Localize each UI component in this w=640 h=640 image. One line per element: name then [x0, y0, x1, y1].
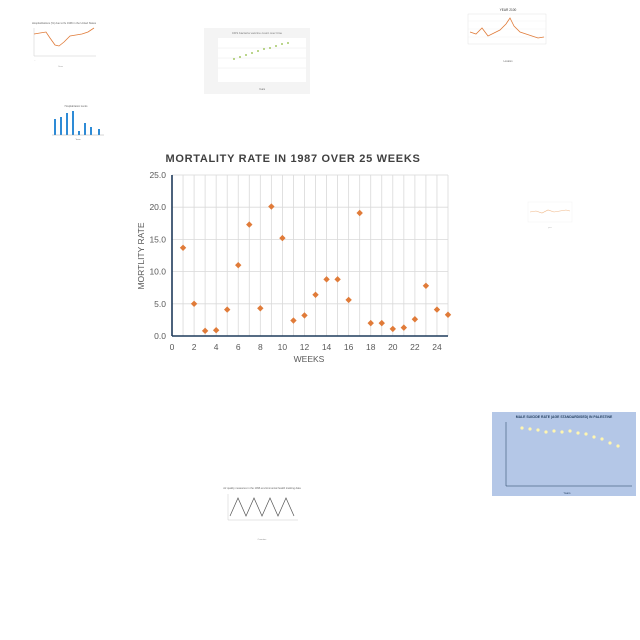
- data-point-week-11: [290, 317, 297, 324]
- y-tick-label: 5.0: [154, 299, 166, 309]
- svg-text:Years: Years: [58, 66, 63, 68]
- y-tick-label: 10.0: [149, 267, 166, 277]
- grid-lines: [172, 174, 449, 336]
- data-point-week-21: [400, 324, 408, 331]
- thumbnail-title: Air quality measures in the 1996 environ…: [223, 486, 301, 490]
- x-axis-label: WEEKS: [294, 354, 325, 364]
- svg-text:Years: Years: [563, 491, 571, 495]
- thumbnail-title: MALE SUICIDE RATE (AGE STANDARDISED) IN …: [516, 415, 613, 419]
- chart-title: MORTALITY RATE IN 1987 OVER 25 WEEKS: [165, 153, 420, 165]
- thumbnail-top-middle-scatter: CDS bacteria vaccine count over time Yea…: [204, 28, 310, 94]
- svg-text:Location: Location: [503, 60, 513, 63]
- data-point-week-18: [367, 319, 374, 327]
- thumbnail-bottom-right-scatter: MALE SUICIDE RATE (AGE STANDARDISED) IN …: [492, 412, 636, 496]
- x-tick-label: 16: [344, 342, 354, 352]
- thumbnail-right-faint-chart: year: [520, 198, 576, 232]
- mortality-scatter-chart: MORTALITY RATE IN 1987 OVER 25 WEEKS 0.0…: [130, 145, 455, 370]
- thumbnail-title: CDS bacteria vaccine count over time: [232, 31, 283, 35]
- thumbnail-top-right-line-chart: YEAR 2100 Location: [458, 6, 550, 64]
- data-point-week-14: [323, 276, 330, 283]
- data-point-week-15: [334, 276, 341, 283]
- data-point-week-23: [422, 282, 430, 289]
- data-point-week-8: [257, 305, 264, 312]
- data-point-week-3: [201, 327, 209, 335]
- thumbnail-bottom-middle-line-chart: Air quality measures in the 1996 environ…: [218, 484, 302, 544]
- x-tick-label: 18: [366, 342, 376, 352]
- data-point-week-25: [444, 311, 452, 318]
- data-point-week-10: [279, 234, 286, 242]
- x-tick-label: 14: [322, 342, 332, 352]
- axes: [171, 175, 448, 337]
- x-tick-label: 12: [300, 342, 310, 352]
- x-tick-label: 4: [214, 342, 219, 352]
- data-points: [179, 203, 452, 335]
- data-point-week-4: [212, 327, 220, 334]
- y-axis-label: MORTLITY RATE: [136, 222, 146, 289]
- y-tick-label: 0.0: [154, 331, 166, 341]
- data-point-week-5: [224, 306, 231, 313]
- data-point-week-22: [411, 316, 419, 323]
- x-tick-label: 6: [236, 342, 241, 352]
- svg-text:Years: Years: [75, 139, 80, 141]
- thumbnail-title: Hospitalizations (%) due to flu 1996 in …: [32, 21, 97, 25]
- data-point-week-17: [356, 209, 363, 217]
- data-point-week-16: [345, 296, 352, 304]
- svg-text:...: ...: [34, 60, 36, 62]
- tick-labels: 0.05.010.015.020.025.00 2 4 6 8 10 12 14 16 18 20 2…: [149, 170, 441, 352]
- data-point-week-24: [433, 306, 441, 313]
- data-point-week-13: [312, 291, 319, 298]
- x-tick-label: 0: [170, 342, 175, 352]
- x-tick-label: 8: [258, 342, 263, 352]
- y-tick-label: 25.0: [149, 170, 166, 180]
- data-point-week-19: [378, 319, 385, 327]
- y-tick-label: 15.0: [149, 234, 166, 244]
- data-point-week-1: [179, 244, 187, 251]
- data-point-week-7: [246, 221, 253, 228]
- x-tick-label: 2: [192, 342, 197, 352]
- thumbnail-left-bar-chart: Hospitalization trends Years: [42, 103, 106, 143]
- data-point-week-9: [268, 203, 275, 210]
- svg-text:Counties: Counties: [258, 538, 268, 541]
- x-tick-label: 20: [388, 342, 398, 352]
- svg-text:Hospitalization trends: Hospitalization trends: [65, 105, 89, 108]
- data-point-week-2: [190, 300, 198, 307]
- data-point-week-12: [301, 312, 308, 319]
- svg-text:year: year: [548, 227, 552, 229]
- data-point-week-6: [235, 261, 242, 269]
- thumbnail-top-left-line-chart: Hospitalizations (%) due to flu 1996 in …: [28, 20, 100, 70]
- svg-text:Years: Years: [259, 88, 266, 91]
- y-tick-label: 20.0: [149, 202, 166, 212]
- x-tick-label: 22: [410, 342, 420, 352]
- x-tick-label: 24: [432, 342, 442, 352]
- thumbnail-title: YEAR 2100: [500, 8, 517, 12]
- data-point-week-20: [389, 325, 396, 333]
- chart-svg: MORTALITY RATE IN 1987 OVER 25 WEEKS 0.0…: [136, 153, 452, 364]
- x-tick-label: 10: [278, 342, 288, 352]
